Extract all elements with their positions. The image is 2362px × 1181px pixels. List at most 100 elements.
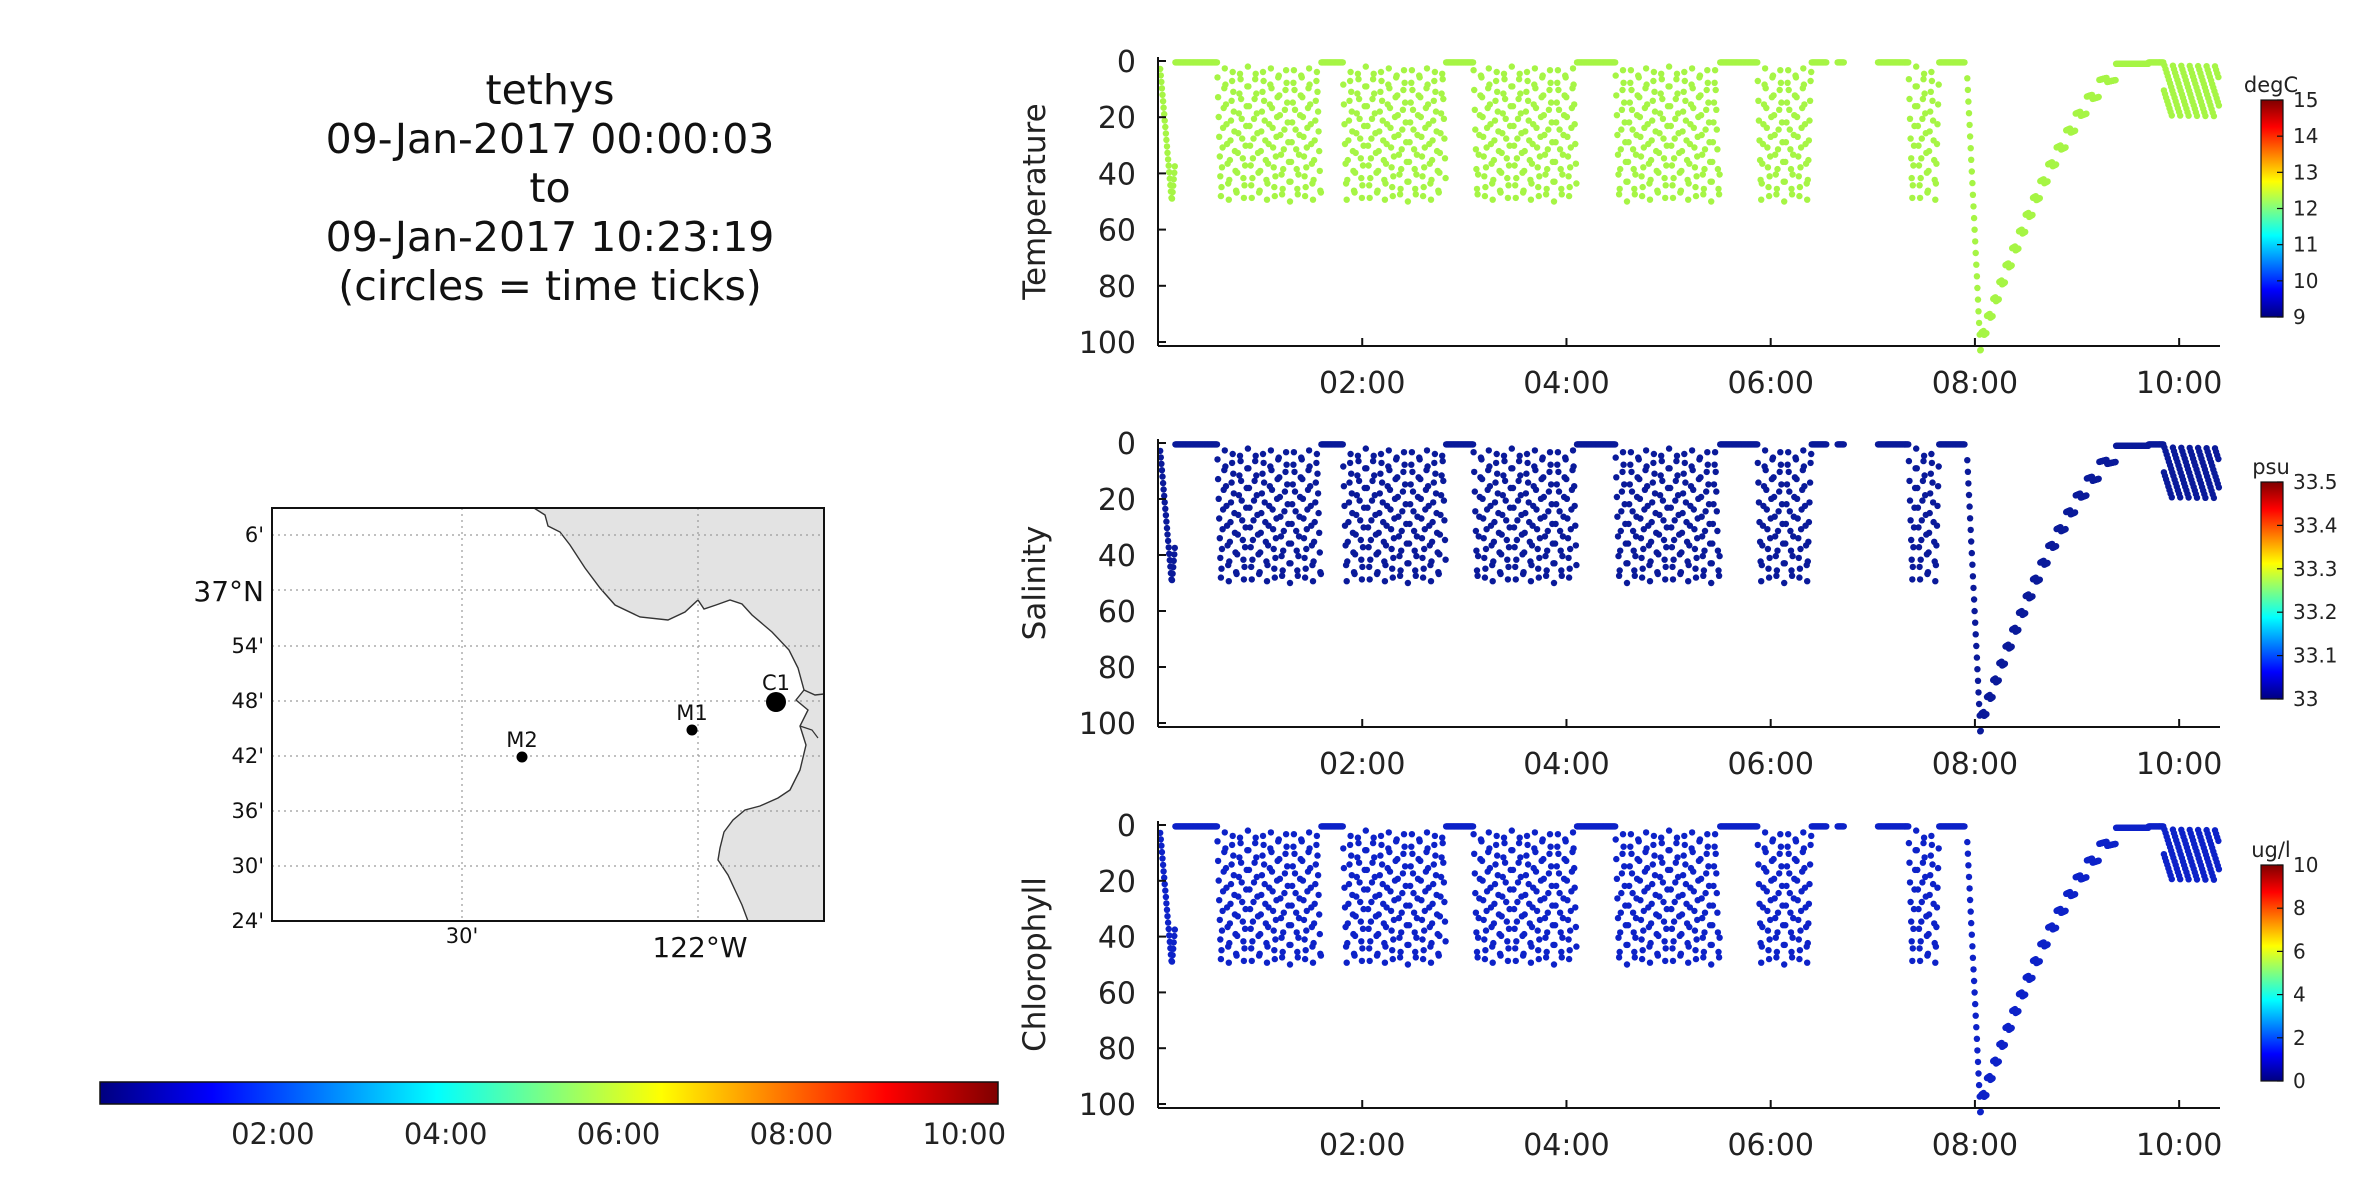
data-point [1431,68,1439,76]
data-point [1533,888,1540,895]
data-point [1419,173,1426,180]
data-point [1513,918,1521,925]
data-point [1758,943,1766,950]
data-point [1435,189,1443,196]
data-point [1353,130,1360,137]
data-point [1906,879,1914,886]
data-point [1163,143,1171,150]
data-point [1483,144,1490,151]
data-point [1920,70,1928,78]
data-point [1250,135,1257,142]
data-point [1514,135,1521,142]
data-point [1777,843,1785,850]
data-point [1340,483,1348,490]
data-point [1763,486,1770,493]
data-point [1967,526,1974,534]
data-point [1573,943,1580,950]
data-point [1355,76,1362,83]
data-point [1281,126,1288,133]
data-point [2210,112,2218,120]
data-point [1758,959,1765,966]
data-point [1770,474,1777,481]
data-point [1163,524,1171,532]
data-point [1569,829,1577,836]
data-point [1345,880,1353,888]
data-point [1264,542,1272,549]
data-point [1612,823,1619,830]
data-point [1217,173,1224,180]
data-point [1290,843,1297,850]
data-point [1623,198,1631,205]
data-point [1550,961,1558,968]
data-point [1244,445,1252,452]
data-point [1764,526,1771,533]
data-point [1480,515,1487,522]
data-point [1703,468,1710,476]
data-point [1430,880,1437,888]
data-point [1159,98,1167,105]
data-point [1293,909,1300,916]
data-point [1250,517,1257,524]
data-point [1788,954,1796,961]
data-point [1520,950,1527,957]
data-point [2193,112,2201,120]
data-point [1405,922,1413,929]
data-point [1536,153,1544,160]
data-point [1168,958,1176,965]
data-point [1299,94,1306,101]
data-point [1271,192,1279,200]
data-point [1269,888,1276,895]
data-point [1369,457,1377,465]
data-point [1772,552,1780,560]
data-point [1823,441,1830,448]
data-point [1305,829,1313,836]
data-point [1631,185,1638,193]
data-point [1369,839,1377,847]
data-point [1216,153,1224,160]
data-point [1386,848,1393,856]
data-point [1398,146,1405,153]
data-point [1389,574,1397,581]
data-point [1163,906,1171,913]
data-point [1377,852,1384,859]
data-point [1413,533,1421,540]
data-point [1364,905,1372,913]
data-point [1521,167,1528,175]
data-point [1368,115,1376,123]
data-point [1637,515,1644,522]
data-point [1505,162,1513,169]
data-point [1236,834,1244,841]
data-point [1795,554,1803,562]
data-point [1699,552,1707,560]
data-point [1639,565,1646,572]
data-point [1569,65,1577,72]
data-point [1223,502,1230,510]
data-point [1431,832,1439,840]
data-point [1913,827,1920,834]
data-point [1921,90,1928,97]
data-point [2062,525,2069,533]
data-point [1691,927,1699,934]
data-point [1382,561,1389,569]
data-point [1908,174,1915,182]
data-point [1521,930,1528,938]
data-point [1563,877,1571,884]
data-point [1439,76,1446,83]
data-point [1928,841,1936,849]
data-point [1215,877,1222,884]
data-point [1642,65,1650,72]
data-point [1712,850,1719,857]
data-point [1316,529,1323,536]
data-point [1429,518,1436,526]
data-point [1667,886,1675,893]
data-point [1278,954,1286,961]
data-point [1237,76,1244,83]
data-point [1967,145,1974,152]
y-tick-label: 100 [1079,326,1136,361]
data-point [1246,905,1254,913]
data-point [1570,81,1577,88]
data-point [1797,144,1805,151]
data-point [1678,930,1685,938]
data-point [1665,63,1673,70]
